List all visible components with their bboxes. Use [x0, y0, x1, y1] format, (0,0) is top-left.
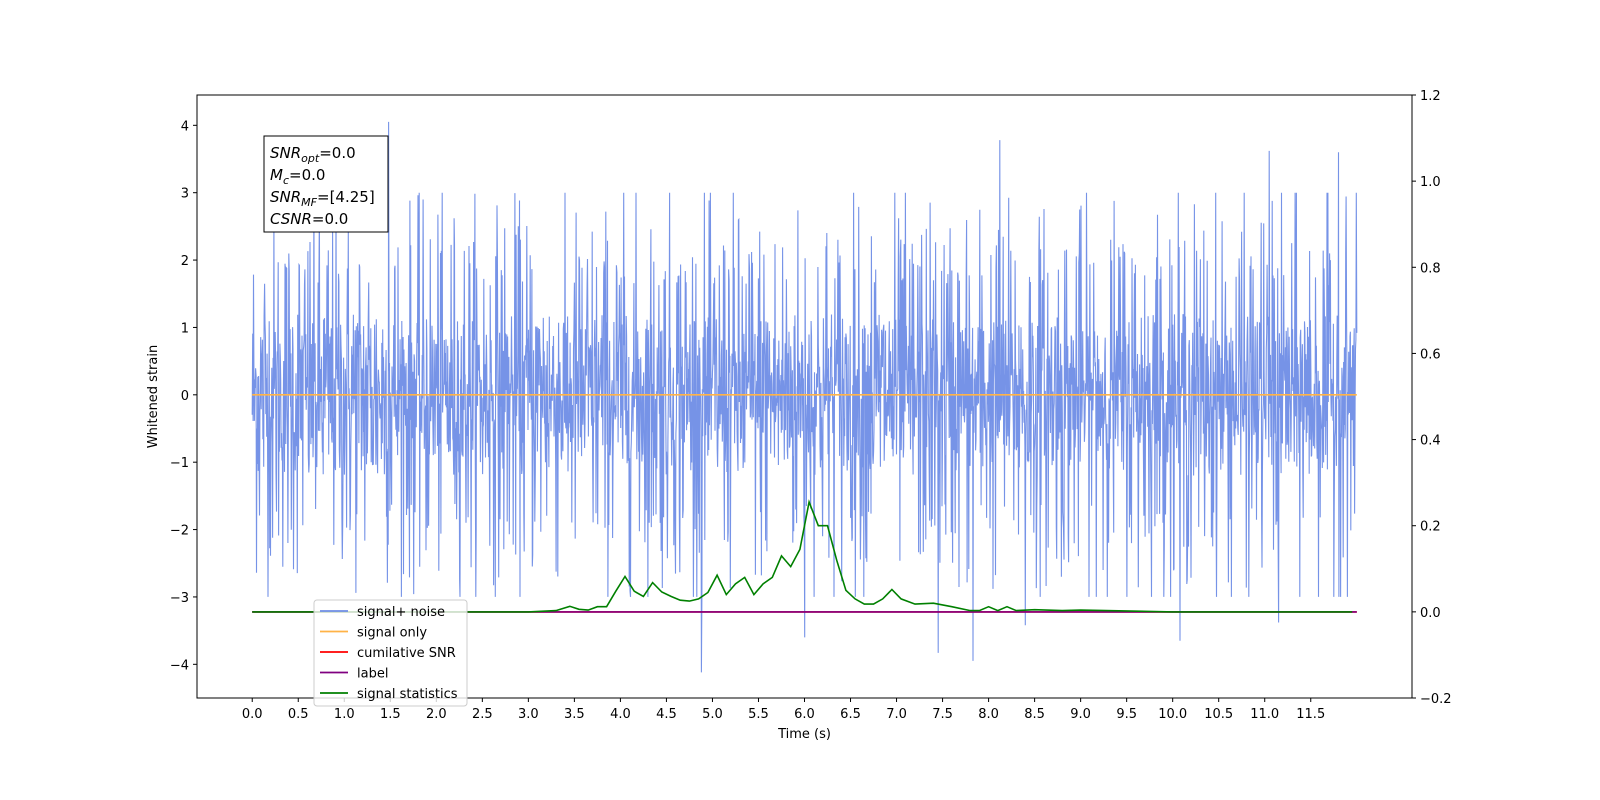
y-tick-label: 0	[181, 389, 189, 404]
x-tick-label: 0.0	[242, 707, 263, 722]
series-signal-statistics	[252, 499, 1353, 613]
series-signal-plus-noise	[251, 121, 1358, 673]
x-tick-label: 3.5	[564, 707, 585, 722]
legend-frame	[313, 599, 468, 707]
y-tick-label: 2	[181, 254, 189, 269]
legend: signal+ noise signal only cumilative SNR la…	[313, 599, 468, 707]
y-axis-right: −0.2 0.0 0.2 0.4 0.6 0.8 1.0 1.2	[1412, 89, 1452, 707]
y2-tick-label: 0.6	[1420, 347, 1441, 362]
x-tick-label: 1.0	[334, 707, 355, 722]
x-tick-label: 7.5	[932, 707, 953, 722]
y-tick-label: −1	[170, 456, 189, 471]
x-tick-label: 1.5	[380, 707, 401, 722]
legend-label: signal statistics	[357, 687, 458, 702]
x-axis: 0.0 0.5 1.0 1.5 2.0 2.5 3.0 3.5 4.0 4.5 5.0 5.5 6.0 6…	[242, 698, 1325, 722]
noise-trace	[251, 121, 1358, 673]
legend-label: signal+ noise	[357, 605, 445, 620]
x-tick-label: 2.5	[472, 707, 493, 722]
y-tick-label: 3	[181, 187, 189, 202]
x-tick-label: 5.5	[748, 707, 769, 722]
x-tick-label: 9.0	[1070, 707, 1091, 722]
y2-tick-label: 0.8	[1420, 261, 1441, 276]
annotation-line: SNRMF=[4.25]	[270, 188, 375, 209]
annotation-line: Mc=0.0	[270, 166, 325, 187]
y2-tick-label: 1.0	[1420, 175, 1441, 190]
y2-tick-label: 0.2	[1420, 520, 1441, 535]
y-tick-label: 4	[181, 119, 189, 134]
x-tick-label: 10.5	[1204, 707, 1233, 722]
x-tick-label: 8.5	[1024, 707, 1045, 722]
legend-label: label	[357, 667, 388, 682]
annotation-line: SNRopt=0.0	[270, 144, 356, 165]
x-tick-label: 2.0	[426, 707, 447, 722]
y2-tick-label: 0.0	[1420, 606, 1441, 621]
x-tick-label: 9.5	[1116, 707, 1137, 722]
x-tick-label: 6.5	[840, 707, 861, 722]
y2-tick-label: 0.4	[1420, 434, 1441, 449]
y-tick-label: −3	[170, 591, 189, 606]
y-tick-label: −4	[170, 658, 189, 673]
y2-tick-label: −0.2	[1420, 692, 1452, 707]
x-tick-label: 10.0	[1158, 707, 1187, 722]
x-tick-label: 6.0	[794, 707, 815, 722]
y-tick-label: 1	[181, 321, 189, 336]
legend-label: signal only	[357, 626, 427, 641]
x-tick-label: 11.0	[1250, 707, 1279, 722]
x-tick-label: 4.5	[656, 707, 677, 722]
x-tick-label: 5.0	[702, 707, 723, 722]
y2-tick-label: 1.2	[1420, 89, 1441, 104]
x-tick-label: 3.0	[518, 707, 539, 722]
x-tick-label: 0.5	[288, 707, 309, 722]
y-axis-left: −4 −3 −2 −1 0 1 2 3 4	[170, 119, 197, 673]
legend-label: cumilative SNR	[357, 646, 456, 661]
annotation-line: CSNR=0.0	[270, 210, 348, 228]
x-tick-label: 11.5	[1296, 707, 1325, 722]
y-axis-label: Whitened strain	[146, 345, 161, 448]
annotation-frame	[263, 135, 389, 233]
y-tick-label: −2	[170, 524, 189, 539]
x-tick-label: 8.0	[978, 707, 999, 722]
x-axis-label: Time (s)	[777, 727, 831, 742]
x-tick-label: 4.0	[610, 707, 631, 722]
x-tick-label: 7.0	[886, 707, 907, 722]
